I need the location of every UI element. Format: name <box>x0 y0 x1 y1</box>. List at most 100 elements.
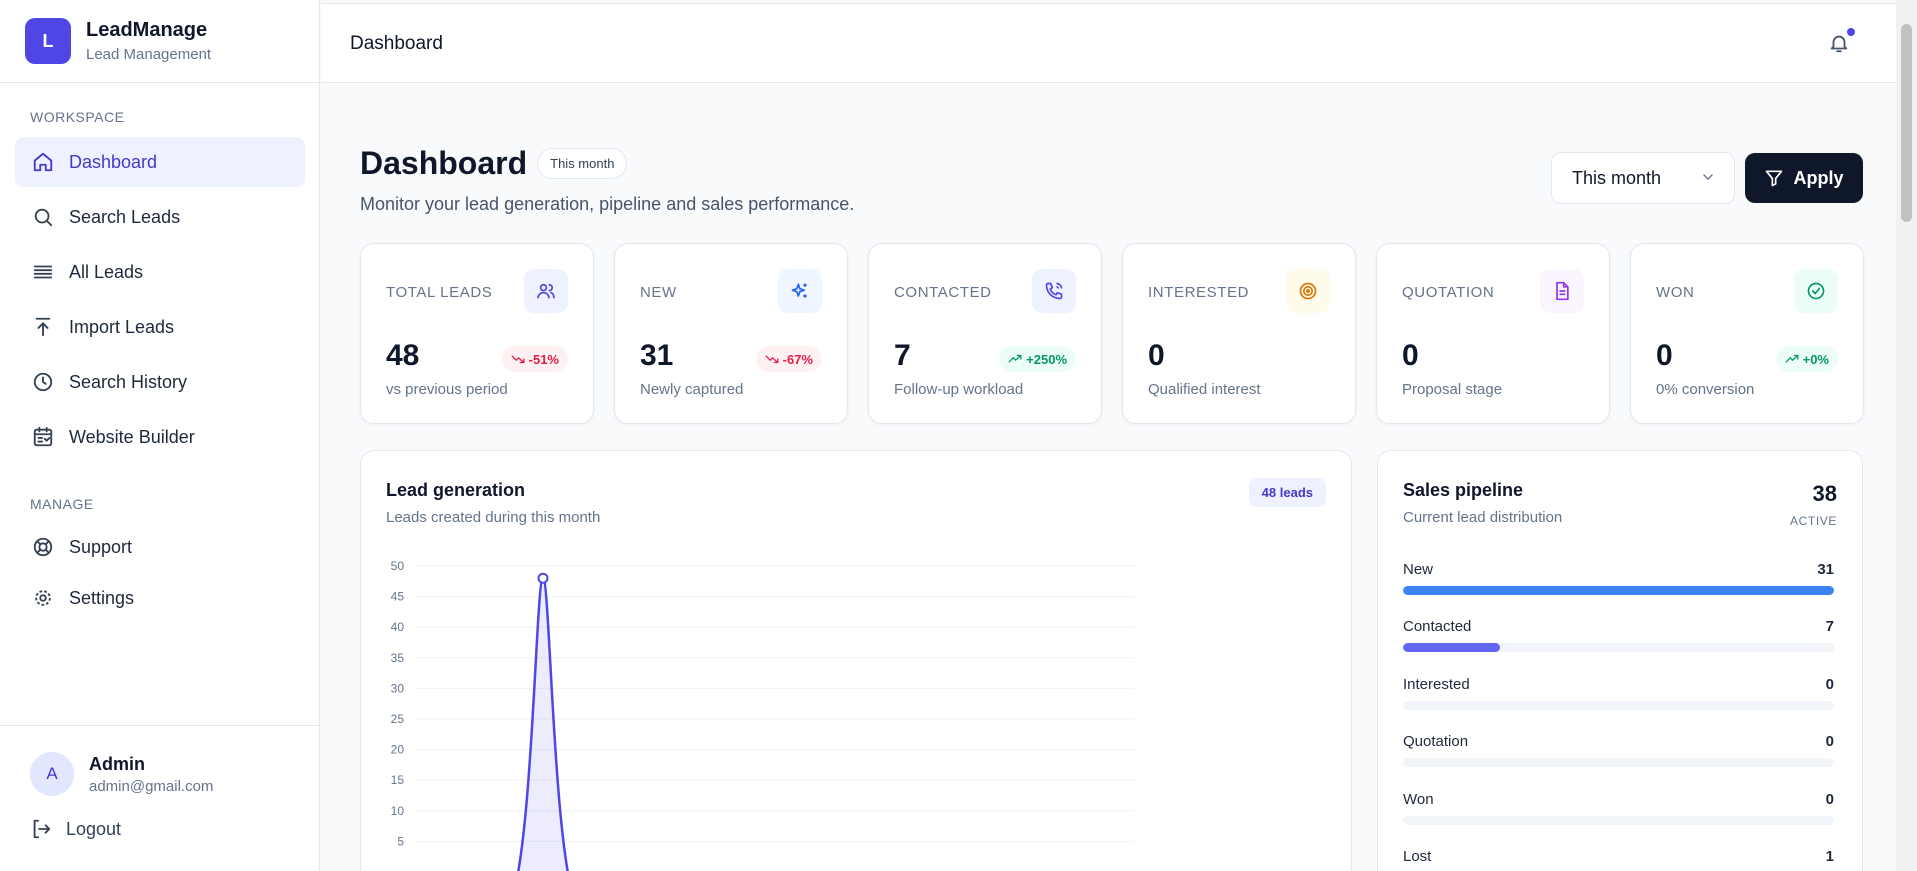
stage-value: 0 <box>1825 676 1834 693</box>
sidebar-item-website-builder[interactable]: Website Builder <box>15 412 305 462</box>
y-tick-label: 10 <box>391 804 405 818</box>
sidebar-item-import-leads[interactable]: Import Leads <box>15 302 305 352</box>
user-name: Admin <box>89 753 145 774</box>
lead-chart[interactable]: 50 45 40 35 30 25 20 15 10 5 <box>361 451 1353 871</box>
trend-down-icon <box>511 355 525 364</box>
workspace-section-label: WORKSPACE <box>30 109 125 125</box>
sidebar-item-label: All Leads <box>69 261 144 282</box>
gear-icon <box>31 586 55 610</box>
lifebuoy-icon <box>31 535 55 559</box>
sidebar-item-search-history[interactable]: Search History <box>15 357 305 407</box>
user-email: admin@gmail.com <box>89 777 214 795</box>
stage-track <box>1403 701 1834 710</box>
phone-icon <box>1032 269 1076 313</box>
y-tick-label: 20 <box>391 743 405 757</box>
y-tick-label: 50 <box>391 559 405 573</box>
stat-delta-badge: -51% <box>501 346 568 372</box>
page-scrollbar[interactable] <box>1896 0 1917 871</box>
clock-icon <box>31 370 55 394</box>
stat-label: NEW <box>640 284 677 301</box>
stat-card-contacted[interactable]: CONTACTED 7 +250% Follow-up workload <box>868 243 1102 424</box>
period-select[interactable]: This month <box>1551 152 1735 204</box>
pipeline-stage-lost: Lost 1 <box>1403 848 1834 871</box>
bell-icon <box>1828 35 1850 58</box>
sidebar-footer: A Admin admin@gmail.com Logout <box>0 725 320 871</box>
stat-label: TOTAL LEADS <box>386 284 493 301</box>
y-tick-label: 45 <box>391 590 405 604</box>
sidebar-item-label: Support <box>69 536 133 557</box>
stage-track <box>1403 758 1834 767</box>
builder-icon <box>31 425 55 449</box>
apply-button[interactable]: Apply <box>1745 153 1863 203</box>
stat-subtext: Proposal stage <box>1402 381 1503 398</box>
trend-up-icon <box>1785 354 1799 363</box>
period-select-value: This month <box>1572 167 1662 188</box>
sidebar-item-settings[interactable]: Settings <box>15 575 305 621</box>
pipeline-stage-won: Won 0 <box>1403 791 1834 825</box>
sidebar-item-dashboard[interactable]: Dashboard <box>15 137 305 187</box>
trend-up-icon <box>1008 354 1022 363</box>
stage-label: Contacted <box>1403 618 1472 635</box>
stat-value: 0 <box>1402 339 1419 372</box>
trend-down-icon <box>765 355 779 364</box>
scrollbar-thumb[interactable] <box>1901 24 1912 222</box>
data-point <box>537 572 549 584</box>
stat-value: 48 <box>386 339 420 372</box>
stage-value: 31 <box>1817 561 1834 578</box>
stage-fill <box>1403 586 1834 595</box>
sidebar-item-label: Search History <box>69 371 188 392</box>
stat-delta: +0% <box>1802 351 1829 367</box>
stat-delta: -51% <box>528 351 559 367</box>
sidebar-item-search-leads[interactable]: Search Leads <box>15 192 305 242</box>
notification-dot <box>1847 28 1855 36</box>
sidebar-item-label: Search Leads <box>69 206 181 227</box>
stat-subtext: Qualified interest <box>1148 381 1261 398</box>
stage-track <box>1403 586 1834 595</box>
y-tick-label: 30 <box>391 681 405 695</box>
stat-value: 31 <box>640 339 674 372</box>
stat-card-won[interactable]: WON 0 +0% 0% conversion <box>1630 243 1864 424</box>
area-fill <box>518 578 568 871</box>
stat-card-total-leads[interactable]: TOTAL LEADS 48 -51% vs previous period <box>360 243 594 424</box>
stage-label: Lost <box>1403 848 1432 865</box>
stat-card-interested[interactable]: INTERESTED 0 Qualified interest <box>1122 243 1356 424</box>
check-circle-icon <box>1794 269 1838 313</box>
stage-label: New <box>1403 561 1434 578</box>
pipeline-subtitle: Current lead distribution <box>1403 509 1563 526</box>
stat-label: QUOTATION <box>1402 284 1495 301</box>
stat-value: 0 <box>1656 339 1673 372</box>
lead-generation-card: Lead generation Leads created during thi… <box>360 450 1352 871</box>
logout-button[interactable]: Logout <box>30 818 320 840</box>
leads-count-badge: 48 leads <box>1248 478 1326 507</box>
brand[interactable]: L LeadManage Lead Management <box>0 0 319 83</box>
stat-value: 7 <box>894 339 911 372</box>
avatar: A <box>30 752 74 796</box>
stage-label: Quotation <box>1403 733 1469 750</box>
page-header: Dashboard This month Monitor your lead g… <box>360 145 854 215</box>
stat-label: WON <box>1656 284 1695 301</box>
sidebar-item-support[interactable]: Support <box>15 524 305 570</box>
stage-track <box>1403 643 1834 652</box>
filter-icon <box>1764 168 1784 188</box>
manage-section-label: MANAGE <box>30 496 94 512</box>
notification-button[interactable] <box>1828 28 1855 58</box>
stage-value: 0 <box>1825 733 1834 750</box>
stat-subtext: Follow-up workload <box>894 381 1024 398</box>
y-tick-label: 35 <box>391 651 405 665</box>
stat-delta: -67% <box>782 351 813 367</box>
stat-card-new[interactable]: NEW 31 -67% Newly captured <box>614 243 848 424</box>
home-icon <box>31 150 55 174</box>
sidebar-item-all-leads[interactable]: All Leads <box>15 247 305 297</box>
page-title: Dashboard <box>360 145 528 181</box>
y-tick-label: 5 <box>397 834 404 848</box>
stat-card-quotation[interactable]: QUOTATION 0 Proposal stage <box>1376 243 1610 424</box>
users-icon <box>524 269 568 313</box>
y-tick-label: 40 <box>391 620 405 634</box>
pipeline-stage-interested: Interested 0 <box>1403 676 1834 710</box>
logout-icon <box>30 818 52 840</box>
user-profile[interactable]: A Admin admin@gmail.com <box>0 726 320 796</box>
stat-value: 0 <box>1148 339 1165 372</box>
stat-subtext: vs previous period <box>386 381 508 398</box>
pipeline-title: Sales pipeline <box>1403 480 1524 500</box>
top-bar: Dashboard <box>321 3 1896 83</box>
